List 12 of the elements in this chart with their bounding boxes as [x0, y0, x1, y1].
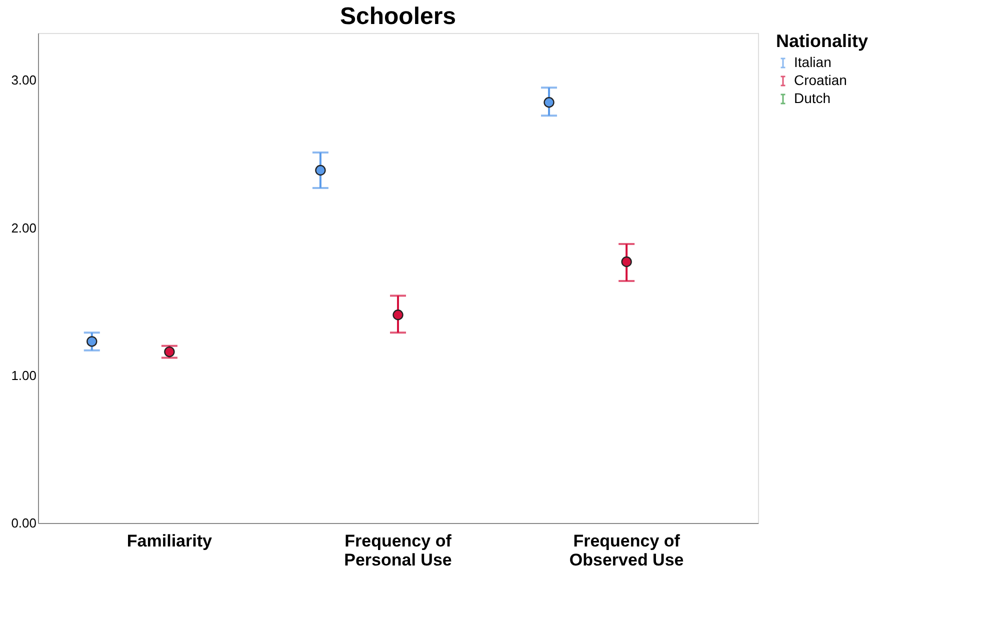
y-tick-label: 0.00: [11, 516, 36, 530]
y-tick-label: 1.00: [11, 368, 36, 383]
legend-label: Italian: [794, 54, 832, 70]
x-tick-label: Frequency of Observed Use: [569, 532, 684, 570]
legend-label: Croatian: [794, 72, 847, 88]
y-tick-label: 3.00: [11, 72, 36, 88]
chart-title: Schoolers: [340, 3, 456, 30]
x-tick-label: Frequency of Personal Use: [344, 532, 452, 570]
legend-label: Dutch: [794, 90, 831, 106]
legend-title: Nationality: [776, 31, 868, 51]
y-tick-label: 2.00: [11, 220, 36, 236]
x-tick-label: Familiarity: [126, 532, 212, 550]
